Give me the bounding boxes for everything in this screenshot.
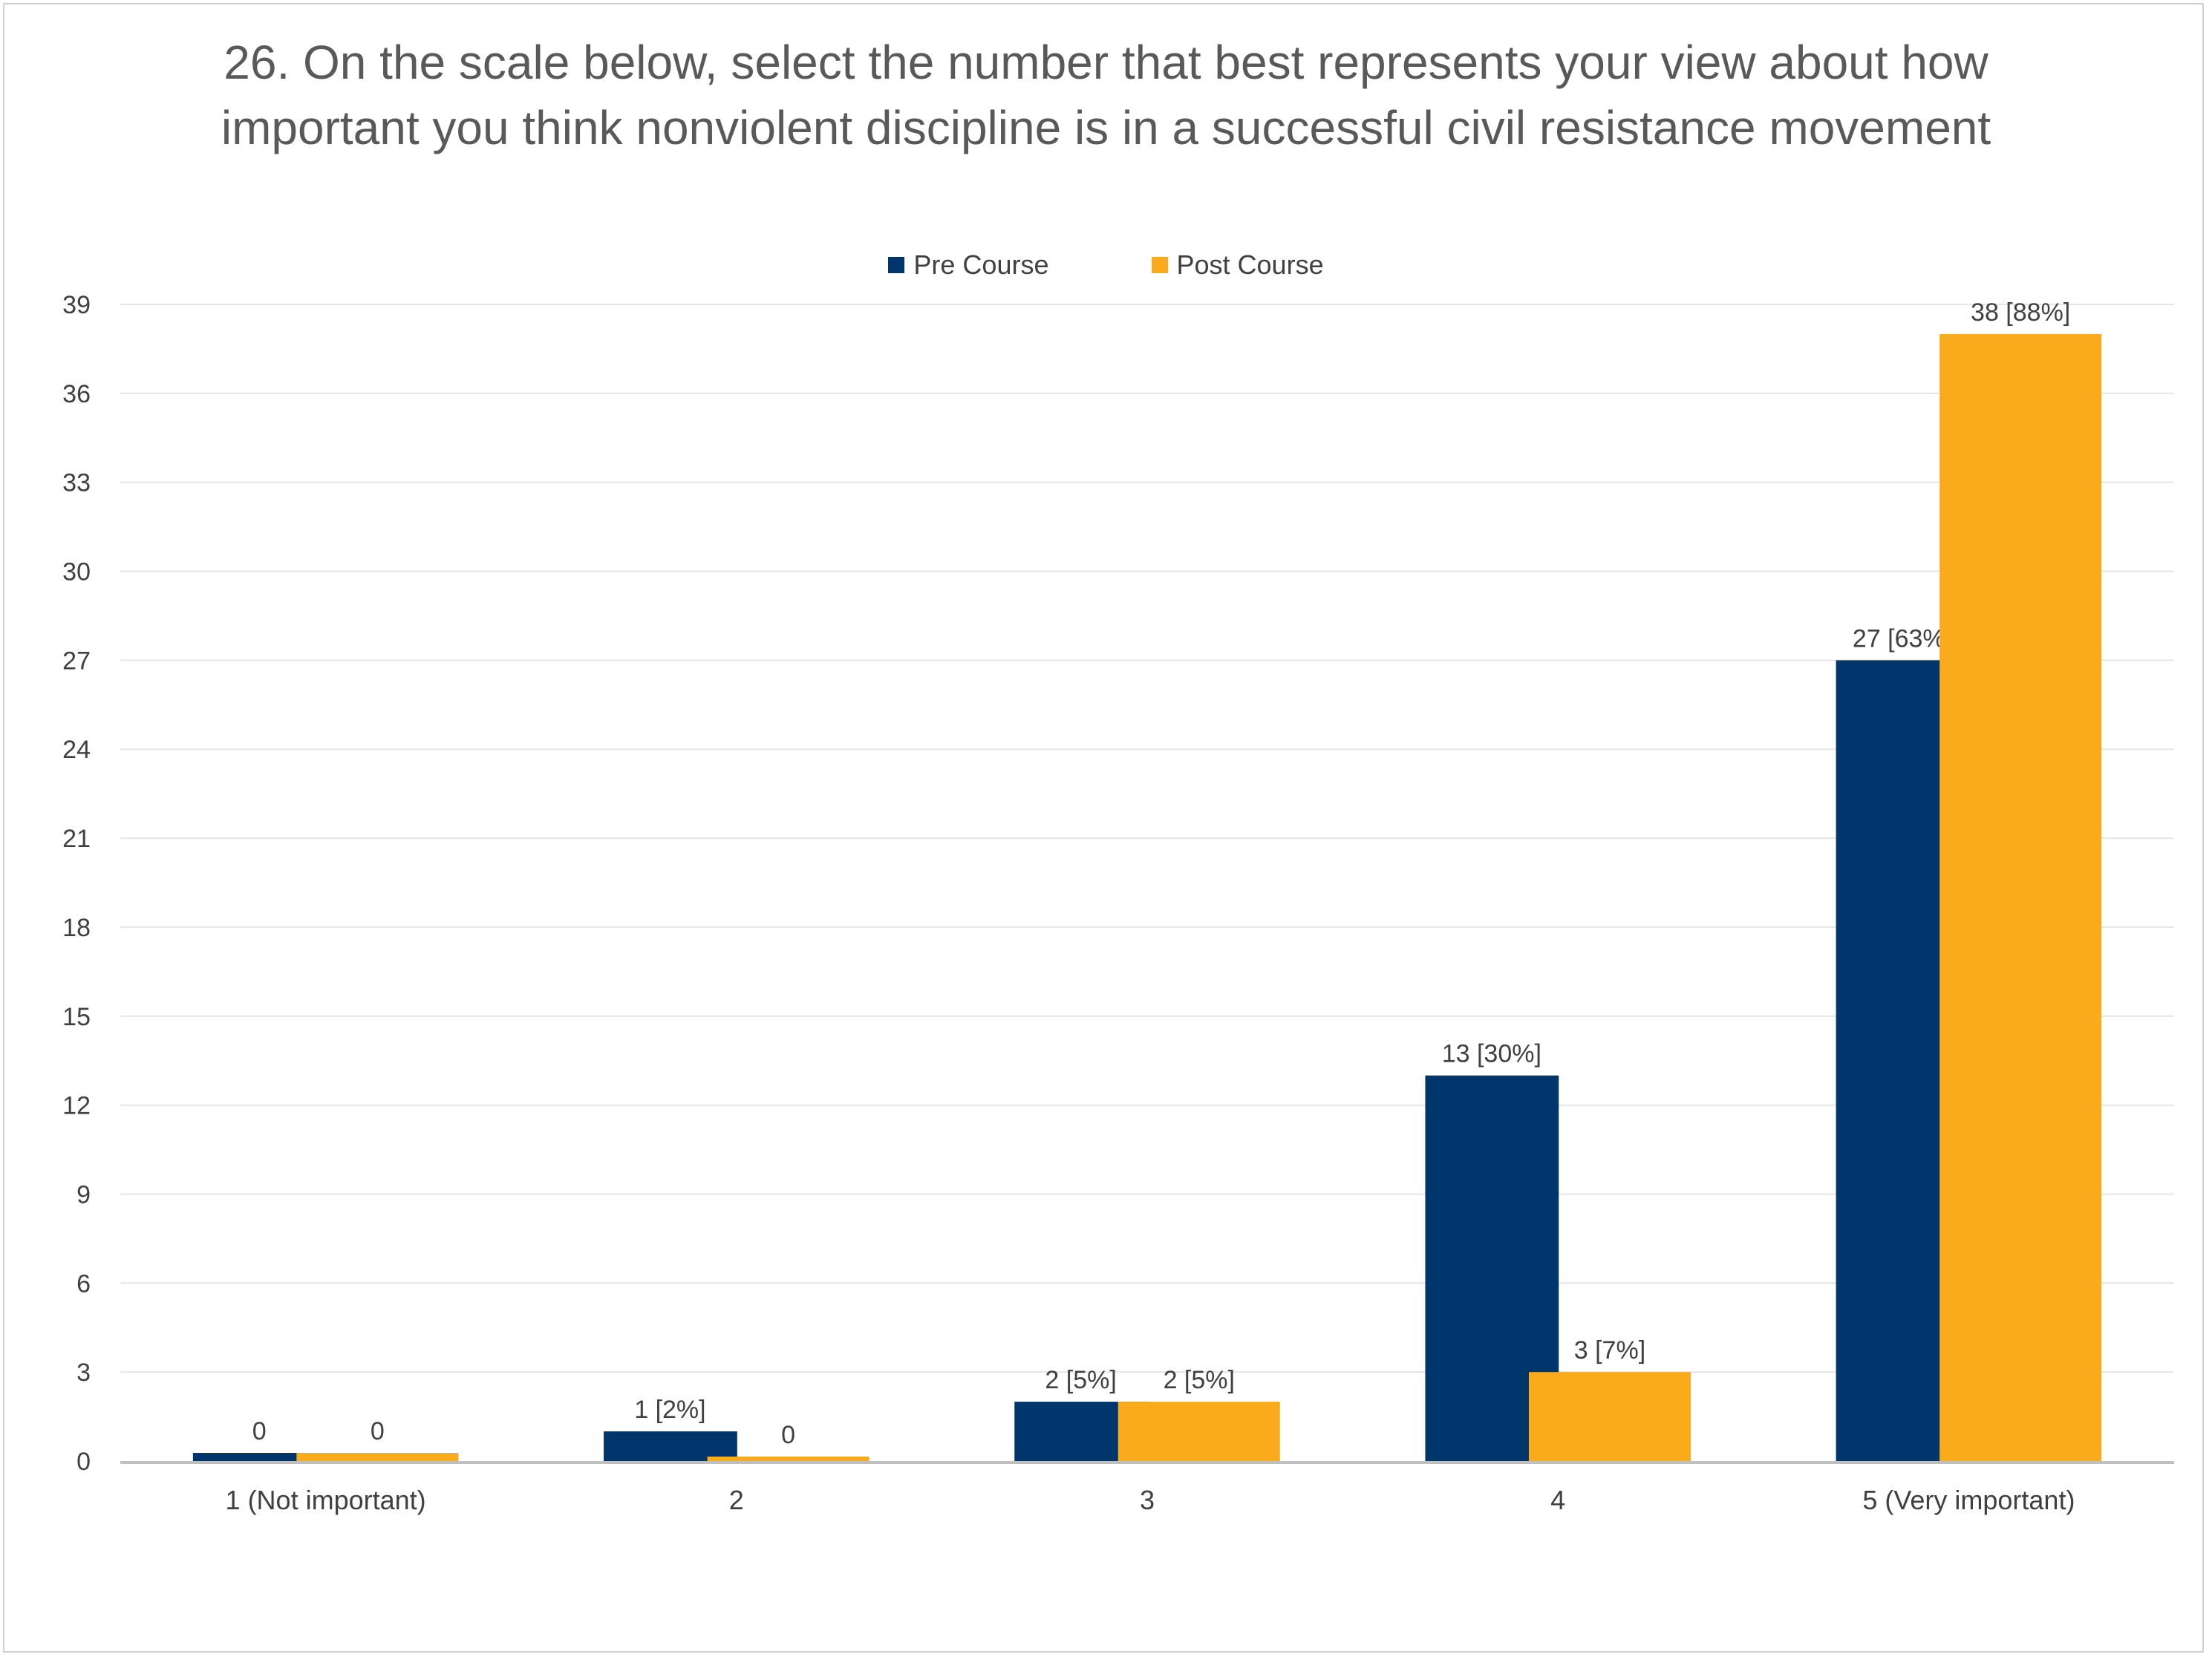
- y-tick-label: 24: [62, 736, 91, 764]
- chart-title: 26. On the scale below, select the numbe…: [221, 36, 1991, 154]
- data-label-pre-5: 27 [63%]: [1853, 624, 1952, 653]
- data-label-post-1: 0: [371, 1417, 385, 1445]
- bar-post-5: [1939, 333, 2102, 1461]
- y-tick-label: 12: [62, 1092, 91, 1120]
- y-tick-label: 33: [62, 469, 91, 497]
- data-label-post-5: 38 [88%]: [1971, 298, 2070, 327]
- y-tick-label: 9: [76, 1180, 91, 1209]
- legend-swatch-post-course: [1151, 257, 1168, 273]
- legend-item-pre-course: Pre Course: [888, 249, 1048, 281]
- y-tick-label: 30: [62, 558, 91, 586]
- data-label-post-2: 0: [781, 1421, 795, 1449]
- legend: Pre Course Post Course: [0, 249, 2212, 281]
- x-tick-label: 2: [729, 1485, 744, 1515]
- data-label-pre-4: 13 [30%]: [1442, 1040, 1541, 1068]
- bar-post-3: [1118, 1402, 1280, 1461]
- data-label-pre-3: 2 [5%]: [1045, 1366, 1116, 1394]
- bar-post-4: [1528, 1372, 1691, 1461]
- data-label-post-3: 2 [5%]: [1164, 1366, 1235, 1394]
- x-tick-label: 3: [1140, 1485, 1155, 1515]
- y-tick-label: 21: [62, 825, 91, 853]
- x-tick-label: 1 (Not important): [226, 1485, 426, 1515]
- x-tick-label: 5 (Very important): [1862, 1485, 2075, 1515]
- legend-item-post-course: Post Course: [1151, 249, 1324, 281]
- bar-pre-2: [604, 1431, 737, 1461]
- legend-swatch-pre-course: [888, 257, 905, 273]
- y-tick-label: 0: [76, 1448, 91, 1476]
- bar-pre-1: [192, 1453, 327, 1461]
- bar-post-2: [707, 1457, 870, 1461]
- data-label-pre-2: 1 [2%]: [634, 1396, 705, 1424]
- legend-label-pre-course: Pre Course: [913, 249, 1049, 280]
- y-tick-label: 6: [76, 1269, 91, 1298]
- y-tick-label: 27: [62, 647, 91, 675]
- y-tick-label: 3: [76, 1359, 91, 1387]
- data-label-pre-1: 0: [252, 1417, 267, 1445]
- y-tick-label: 18: [62, 914, 91, 942]
- data-label-post-4: 3 [7%]: [1574, 1336, 1645, 1365]
- x-tick-label: 4: [1550, 1485, 1565, 1515]
- y-tick-label: 15: [62, 1003, 91, 1031]
- y-tick-label: 36: [62, 380, 91, 408]
- bar-post-1: [296, 1453, 459, 1461]
- legend-label-post-course: Post Course: [1176, 249, 1324, 280]
- y-tick-label: 39: [62, 291, 91, 319]
